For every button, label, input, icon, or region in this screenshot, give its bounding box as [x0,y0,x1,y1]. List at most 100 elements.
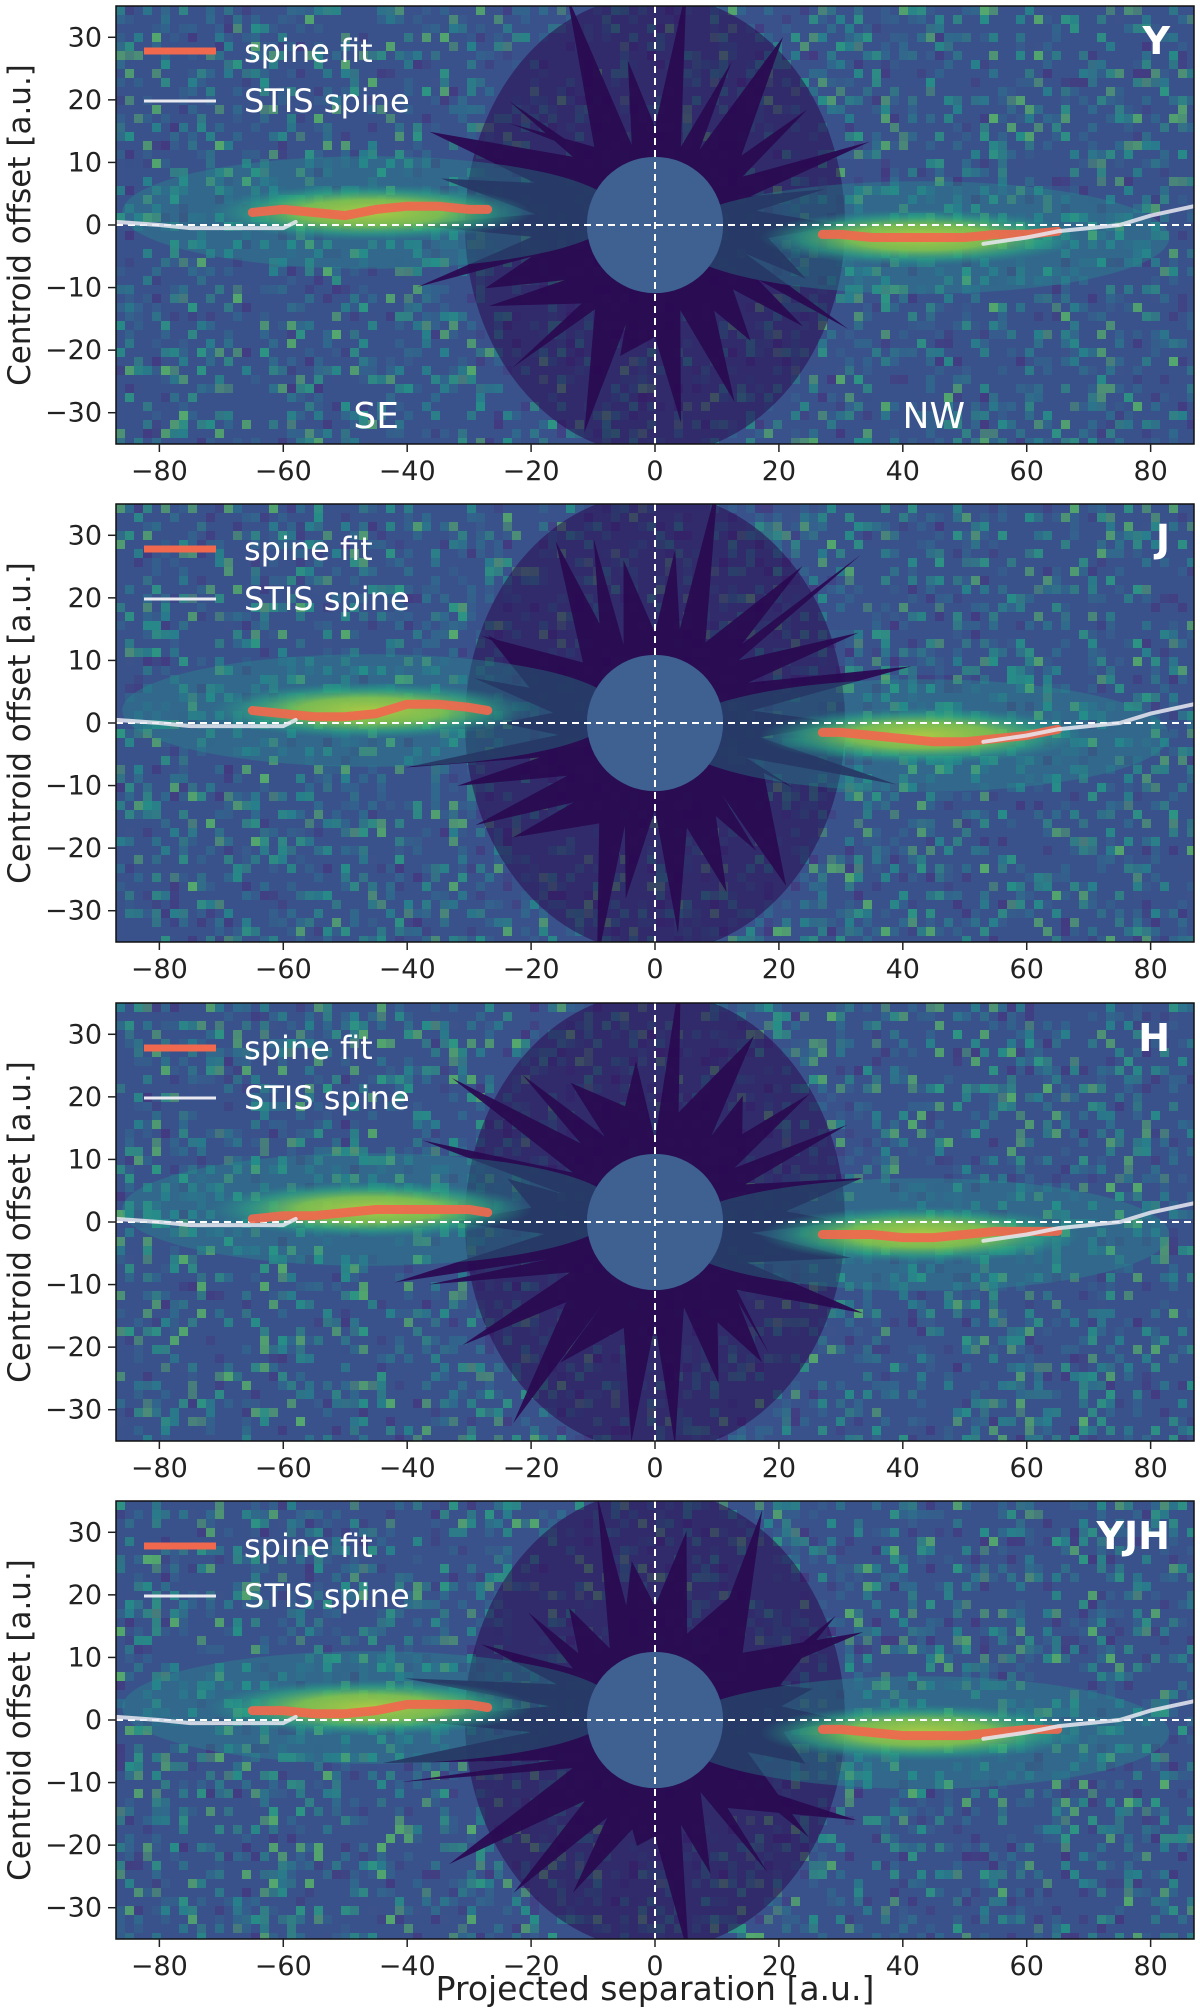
y-tick-label: 10 [68,645,102,676]
x-tick-label: 40 [886,1951,920,1982]
x-tick-label: −40 [379,456,436,487]
y-tick-label: 0 [85,210,102,241]
stis-spine-line-se [116,717,298,729]
legend-spine-fit-label: spine fit [244,1029,373,1067]
x-tick-label: 80 [1133,1951,1167,1982]
legend-stis-spine-label: STIS spine [244,82,410,120]
panel-j: −80 −60 −40 −20 0 20 40 60 80 30 20 10 0 −10 −20 −30Cen… [2,503,1195,985]
panel-yjh: −80 −60 −40 −20 0 20 40 60 80 30 20 10 0 −10 −20 −30Cen… [2,1500,1195,1982]
stis-spine-line-se [116,219,298,231]
x-tick-label: −80 [131,1951,188,1982]
band-label: J [1153,517,1170,561]
spine-fit-line-nw [817,226,1063,242]
image-area [116,504,1194,942]
y-tick-label: −20 [45,833,102,864]
x-tick-label: −80 [131,456,188,487]
x-tick-label: 80 [1133,954,1167,985]
stis-spine-line-nw [981,1699,1194,1741]
x-tick-label: 20 [762,954,796,985]
y-axis-label: Centroid offset [a.u.] [2,64,38,386]
y-tick-label: 20 [68,583,102,614]
y-tick-label: −10 [45,1768,102,1799]
stis-spine-line-nw [981,204,1194,246]
x-tick-label: −40 [379,1951,436,1982]
side-label-se: SE [353,396,399,437]
x-tick-label: −60 [255,1453,312,1484]
y-tick-label: 30 [68,22,102,53]
spine-fit-line-nw [817,1724,1063,1741]
y-tick-label: 10 [68,1642,102,1673]
image-area [116,1501,1194,1939]
x-tick-label: −40 [379,954,436,985]
legend-stis-spine-label: STIS spine [244,1577,410,1615]
x-tick-label: −80 [131,954,188,985]
x-tick-label: 80 [1133,1453,1167,1484]
y-tick-label: 20 [68,85,102,116]
band-label: H [1138,1016,1170,1060]
legend-spine-fit-label: spine fit [244,32,373,70]
stis-spine-line-nw [981,702,1194,744]
y-tick-label: 30 [68,520,102,551]
spine-fit-line-se [247,1699,493,1719]
stis-spine-line-se [116,1216,298,1228]
x-tick-label: 60 [1010,954,1044,985]
x-tick-label: −20 [503,1951,560,1982]
y-tick-label: −30 [45,896,102,927]
spine-fit-line-nw [817,1226,1063,1243]
y-tick-label: 30 [68,1019,102,1050]
legend-spine-fit-label: spine fit [244,530,373,568]
y-axis-label: Centroid offset [a.u.] [2,1061,38,1383]
x-axis-label: Projected separation [a.u.] [436,1969,875,2008]
x-tick-label: −60 [255,954,312,985]
x-tick-label: 0 [646,1951,663,1982]
y-tick-label: 10 [68,147,102,178]
side-label-nw: NW [903,396,966,437]
x-tick-label: 60 [1010,456,1044,487]
x-tick-label: 20 [762,1453,796,1484]
y-tick-label: −10 [45,771,102,802]
stis-spine-line-nw [981,1201,1194,1243]
x-tick-label: 60 [1010,1951,1044,1982]
band-label: Y [1141,19,1170,63]
y-tick-label: −10 [45,1270,102,1301]
y-tick-label: 30 [68,1517,102,1548]
spine-fit-line-se [247,699,493,722]
panels: −80 −60 −40 −20 0 20 40 60 803020100−10−20−30Cen… [2,5,1195,1982]
legend-stis-spine-label: STIS spine [244,1079,410,1117]
x-tick-label: 0 [646,954,663,985]
x-tick-label: −60 [255,456,312,487]
y-tick-label: 10 [68,1144,102,1175]
x-tick-label: 0 [646,456,663,487]
band-label: YJH [1096,1514,1170,1558]
spine-fit-line-se [247,1205,493,1224]
legend: spine fit STIS spine [144,32,410,120]
x-tick-label: 0 [646,1453,663,1484]
y-tick-label: 0 [85,1705,102,1736]
spine-fit-line-se [247,201,493,221]
y-tick-label: −30 [45,1395,102,1426]
y-tick-label: 20 [68,1082,102,1113]
x-tick-label: 20 [762,456,796,487]
y-tick-label: −30 [45,1893,102,1924]
y-tick-label: 0 [85,1207,102,1238]
x-tick-label: −80 [131,1453,188,1484]
legend: spine fit STIS spine [144,1527,410,1615]
panel-h: −80 −60 −40 −20 0 20 40 60 80 30 20 10 0 −10 −20 −30Cen… [2,1002,1195,1484]
x-tick-label: 60 [1010,1453,1044,1484]
y-tick-label: 20 [68,1580,102,1611]
y-tick-label: 0 [85,708,102,739]
x-tick-label: −20 [503,954,560,985]
image-area [116,1003,1194,1441]
legend: spine fit STIS spine [144,530,410,618]
y-tick-label: −10 [45,273,102,304]
x-tick-label: −40 [379,1453,436,1484]
x-tick-label: 40 [886,456,920,487]
panel-y: −80 −60 −40 −20 0 20 40 60 80 30 20 10 0 −10 −20 −30Cen… [2,5,1195,487]
y-tick-label: −20 [45,1830,102,1861]
stis-spine-line-se [116,1714,298,1726]
x-tick-label: −20 [503,1453,560,1484]
x-tick-label: −20 [503,456,560,487]
x-tick-label: 40 [886,954,920,985]
y-tick-label: −30 [45,398,102,429]
